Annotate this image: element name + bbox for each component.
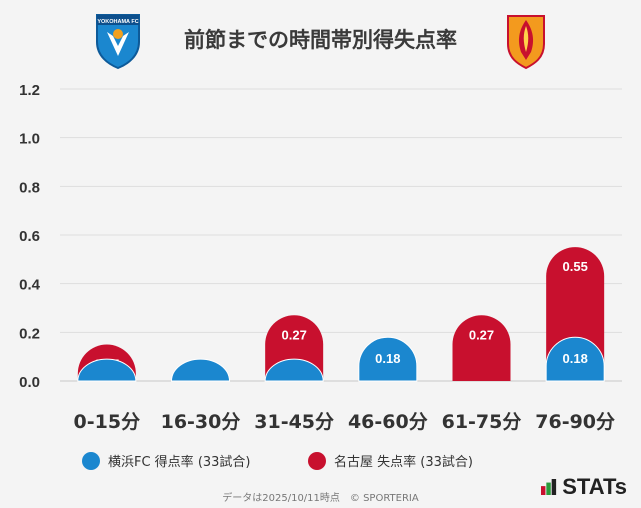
home-bar [358,336,418,382]
away-data-label: 0.55 [563,259,588,274]
away-bar [452,315,511,381]
away-data-label: 0.27 [469,327,494,342]
legend-home-label: 横浜FC 得点率 (33試合) [108,455,251,470]
legend-home: 横浜FC 得点率 (33試合) [82,451,251,470]
home-data-label: 0.18 [375,351,400,366]
x-tick-label: 46-60分 [348,411,428,433]
x-tick-label: 16-30分 [161,411,241,433]
home-logo-text: YOKOHAMA FC [97,19,138,25]
home-data-label: 0.18 [563,351,588,366]
yokohama-fc-logo: YOKOHAMA FC [96,14,140,70]
y-tick-label: 0.0 [19,374,40,391]
y-tick-label: 0.4 [19,277,41,294]
y-tick-label: 0.8 [19,179,40,196]
home-bar [77,358,137,382]
x-tick-label: 0-15分 [74,411,141,433]
legend-away-label: 名古屋 失点率 (33試合) [334,455,473,470]
y-tick-label: 1.0 [19,131,40,148]
home-bar [264,358,324,382]
home-bar [545,336,605,382]
x-tick-label: 31-45分 [254,411,334,433]
home-bar [170,358,231,382]
chart-title: 前節までの時間帯別得失点率 [184,28,457,52]
stats-mark-icon [541,479,557,495]
y-tick-label: 0.2 [19,325,40,342]
stats-brand-name: STATs [562,474,627,499]
away-data-label: 0.27 [282,327,307,342]
x-tick-label: 76-90分 [535,411,615,433]
legend-away: 名古屋 失点率 (33試合) [308,451,473,470]
x-tick-label: 61-75分 [442,411,522,433]
nagoya-grampus-logo [507,15,545,70]
stats-logo: STATs [541,474,627,500]
y-tick-label: 0.6 [19,228,40,245]
y-tick-label: 1.2 [19,82,40,99]
bar-chart: 0.00.20.40.60.81.01.20.150-15分16-30分0.27… [19,82,622,433]
data-credit: データは2025/10/11時点 © SPORTERIA [222,493,419,504]
legend-away-swatch [308,451,326,470]
legend-home-swatch [82,451,100,470]
